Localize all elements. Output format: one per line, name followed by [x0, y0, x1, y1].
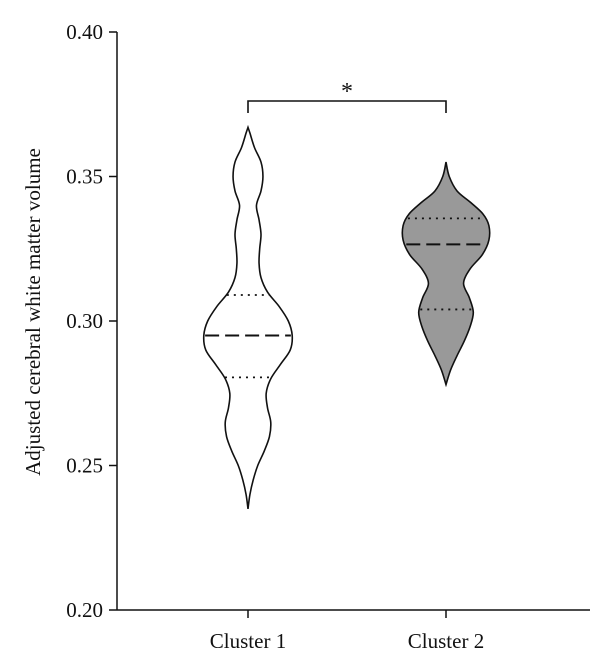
- y-axis-title: Adjusted cerebral white matter volume: [21, 148, 45, 476]
- chart-axes: 0.20 0.25 0.30 0.35 0.40 Cluster 1 Cluster 2 Ad…: [21, 20, 590, 653]
- y-tick-label: 0.25: [66, 454, 103, 478]
- violin-2: [401, 161, 491, 388]
- y-tick-label: 0.20: [66, 598, 103, 622]
- x-tick-label: Cluster 1: [210, 629, 286, 653]
- y-tick-label: 0.30: [66, 309, 103, 333]
- x-tick-label: Cluster 2: [408, 629, 484, 653]
- y-tick-label: 0.40: [66, 20, 103, 44]
- violin-group: [202, 124, 491, 509]
- significance-label: *: [341, 79, 353, 105]
- y-tick-label: 0.35: [66, 165, 103, 189]
- violin-1: [202, 124, 294, 509]
- chart-annotations: *: [247, 79, 447, 113]
- significance-bracket: [247, 100, 447, 113]
